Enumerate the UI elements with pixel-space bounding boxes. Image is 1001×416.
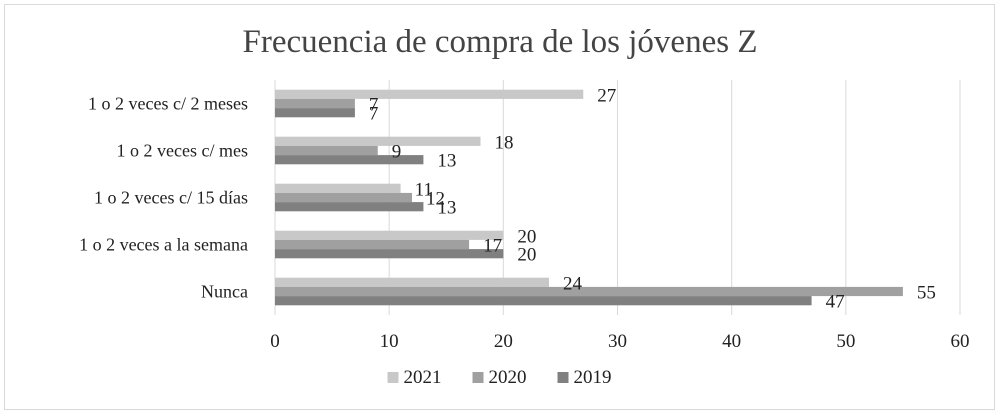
chart-frame (4, 4, 995, 410)
x-tick-label: 60 (951, 331, 970, 352)
x-tick-label: 0 (270, 331, 280, 352)
data-label: 24 (563, 273, 583, 294)
bar-2021 (275, 136, 481, 146)
bar-2019 (275, 108, 355, 118)
bar-2020 (275, 145, 378, 156)
data-label: 17 (483, 236, 502, 257)
data-label: 47 (826, 292, 845, 313)
x-tick-label: 30 (608, 331, 627, 352)
x-tick-label: 40 (722, 331, 741, 352)
bar-2021 (275, 89, 584, 99)
data-label: 11 (415, 179, 433, 200)
data-label: 55 (917, 283, 936, 304)
data-label: 27 (597, 85, 616, 106)
bars (275, 89, 903, 306)
legend-label: 2021 (404, 367, 442, 388)
bar-2021 (275, 230, 504, 240)
data-label: 13 (437, 151, 456, 172)
data-label: 7 (369, 95, 379, 116)
data-label: 20 (517, 226, 536, 247)
legend-swatch (557, 372, 569, 383)
legend: 2021 2020 2019 (387, 367, 612, 388)
legend-label: 2019 (574, 367, 612, 388)
x-tick-labels: 0 10 20 30 40 50 60 (270, 331, 969, 352)
x-tick-label: 20 (494, 331, 513, 352)
bar-2020 (275, 192, 412, 203)
data-label: 20 (517, 245, 536, 266)
gridlines (274, 80, 961, 315)
category-labels: 1 o 2 veces c/ 2 meses 1 o 2 veces c/ mes… (79, 94, 248, 302)
legend-swatch (472, 372, 484, 383)
data-label: 18 (495, 132, 514, 153)
category-label: 1 o 2 veces c/ mes (117, 141, 248, 161)
bar-2019 (275, 249, 504, 259)
x-tick-label: 10 (380, 331, 399, 352)
bar-2019 (275, 155, 424, 165)
bar-2019 (275, 296, 812, 306)
bar-2021 (275, 277, 549, 287)
bar-2021 (275, 183, 401, 193)
category-label: 1 o 2 veces c/ 2 meses (88, 94, 248, 114)
bar-2020 (275, 286, 903, 297)
bar-2020 (275, 239, 470, 250)
x-tick-label: 50 (836, 331, 855, 352)
data-label: 7 (369, 104, 379, 125)
chart-title: Frecuencia de compra de los jóvenes Z (243, 24, 758, 60)
bar-2020 (275, 98, 355, 109)
legend-label: 2020 (489, 367, 527, 388)
data-label: 12 (426, 189, 445, 210)
legend-swatch (387, 372, 399, 383)
category-label: 1 o 2 veces c/ 15 días (94, 188, 248, 208)
category-label: Nunca (201, 282, 248, 302)
category-label: 1 o 2 veces a la semana (79, 235, 248, 255)
data-label: 9 (392, 142, 402, 163)
data-label: 13 (437, 198, 456, 219)
bar-2019 (275, 202, 424, 212)
